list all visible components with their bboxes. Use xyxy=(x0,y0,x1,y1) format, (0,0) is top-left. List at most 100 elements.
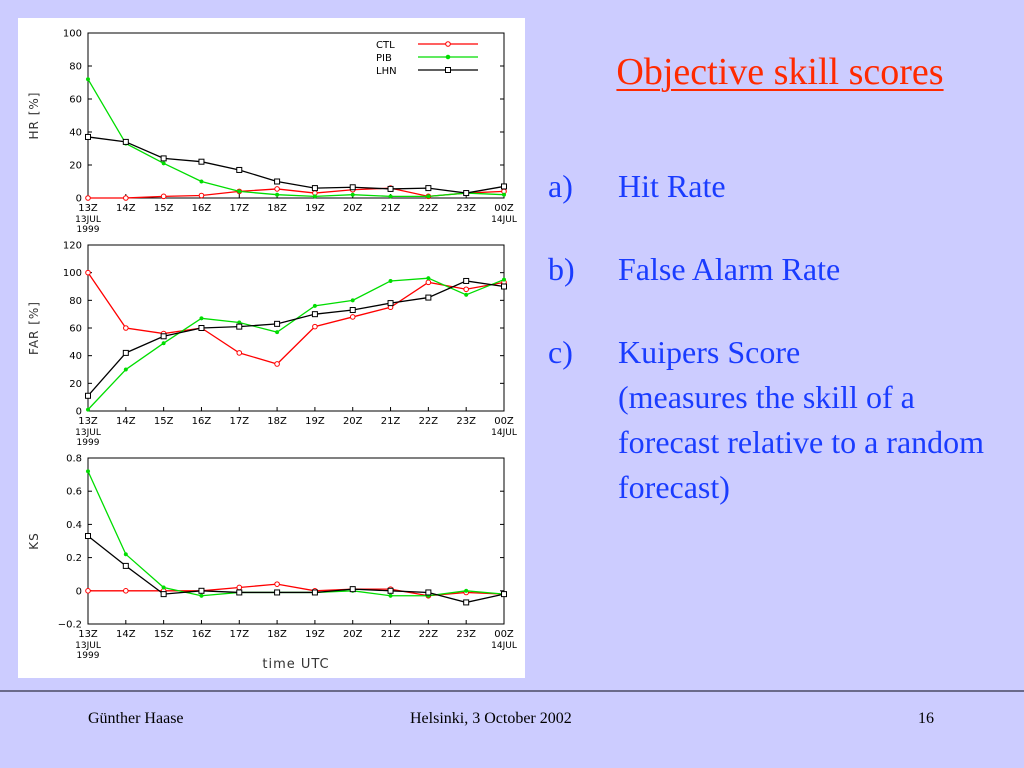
bullet-item-kuipers-score: c) Kuipers Score (measures the skill of … xyxy=(548,330,1008,510)
bullet-marker: a) xyxy=(548,168,573,204)
legend-marker xyxy=(445,67,451,73)
y-tick-label: 0.4 xyxy=(66,520,82,531)
data-point-ctl xyxy=(85,269,91,276)
data-point-lhn xyxy=(425,294,432,301)
data-point-lhn xyxy=(501,183,507,190)
x-date-label: 13JUL xyxy=(75,428,101,438)
chart-svg: 0 20 40 60 80 100 13Z 14Z 15Z 16Z 17Z 18Z 19Z 20Z 21Z 2… xyxy=(27,29,517,673)
data-point-pib xyxy=(426,276,431,281)
x-date-label: 14JUL xyxy=(491,215,517,225)
data-point-lhn xyxy=(160,591,167,598)
x-tick-label: 22Z xyxy=(419,203,439,214)
footer-divider xyxy=(0,690,1024,692)
x-tick-label: 21Z xyxy=(381,416,401,427)
bullet-text: False Alarm Rate xyxy=(618,247,1008,292)
x-tick-label: 19Z xyxy=(305,416,325,427)
y-tick-label: 0 xyxy=(76,407,82,418)
legend-label: PIB xyxy=(376,53,392,64)
data-point-ctl xyxy=(274,581,280,587)
plot-frame xyxy=(87,457,505,625)
data-point-lhn xyxy=(122,562,129,569)
x-tick-label: 18Z xyxy=(267,629,287,640)
data-point-lhn xyxy=(387,587,394,594)
data-point-ctl xyxy=(85,588,91,594)
data-point-pib xyxy=(275,330,280,335)
bullet-marker: b) xyxy=(548,251,575,287)
data-point-lhn xyxy=(311,589,318,596)
data-point-ctl xyxy=(274,186,280,192)
data-point-lhn xyxy=(425,589,432,596)
data-point-ctl xyxy=(236,350,243,356)
x-tick-label: 17Z xyxy=(229,416,249,427)
data-point-lhn xyxy=(160,155,167,162)
x-tick-label: 15Z xyxy=(154,416,174,427)
data-point-lhn xyxy=(274,320,281,327)
data-point-lhn xyxy=(274,589,281,596)
bullet-text: Kuipers Score (measures the skill of a f… xyxy=(618,330,1008,510)
x-tick-label: 15Z xyxy=(154,629,174,640)
x-tick-label: 14Z xyxy=(116,416,136,427)
data-point-lhn xyxy=(311,185,318,192)
data-point-lhn xyxy=(349,184,356,191)
x-year-label: 1999 xyxy=(77,651,100,661)
x-tick-label: 23Z xyxy=(456,629,476,640)
x-tick-label: 00Z xyxy=(494,416,514,427)
data-point-ctl xyxy=(198,192,205,199)
data-point-pib xyxy=(312,194,317,199)
y-tick-label: 60 xyxy=(69,324,82,335)
data-point-lhn xyxy=(122,138,129,145)
data-point-pib xyxy=(501,277,507,282)
footer-event: Helsinki, 3 October 2002 xyxy=(410,710,572,727)
x-tick-label: 00Z xyxy=(494,203,514,214)
legend-label: LHN xyxy=(376,66,397,77)
x-tick-label: 23Z xyxy=(456,203,476,214)
x-tick-label: 22Z xyxy=(419,416,439,427)
x-date-label: 13JUL xyxy=(75,641,101,651)
data-point-lhn xyxy=(122,349,129,356)
x-tick-label: 00Z xyxy=(494,629,514,640)
legend-marker xyxy=(445,41,451,47)
data-point-ctl xyxy=(463,286,469,293)
data-point-ctl xyxy=(274,361,280,367)
bullet-label: Kuipers Score xyxy=(618,334,801,370)
x-tick-label: 13Z xyxy=(78,416,98,427)
x-tick-label: 16Z xyxy=(192,629,212,640)
y-axis-label: FAR [%] xyxy=(27,301,41,355)
data-point-pib xyxy=(388,194,393,199)
y-tick-label: −0.2 xyxy=(58,620,82,631)
data-point-lhn xyxy=(198,158,205,165)
data-point-lhn xyxy=(236,589,243,596)
data-point-pib xyxy=(161,585,166,590)
x-axis-label: time UTC xyxy=(262,657,329,672)
y-tick-label: 80 xyxy=(69,296,82,307)
data-point-lhn xyxy=(236,323,243,330)
data-point-lhn xyxy=(349,586,356,593)
data-point-pib xyxy=(123,367,128,372)
data-point-pib xyxy=(275,192,280,197)
data-point-pib xyxy=(426,194,431,199)
bullet-label: Hit Rate xyxy=(618,168,726,204)
y-tick-label: 40 xyxy=(69,128,82,139)
legend-label: CTL xyxy=(376,40,395,51)
x-date-label: 13JUL xyxy=(75,215,101,225)
data-point-pib xyxy=(85,77,91,82)
data-point-lhn xyxy=(160,333,167,340)
y-axis-label: KS xyxy=(27,532,41,550)
bullet-text: Hit Rate xyxy=(618,164,1008,209)
y-tick-label: 40 xyxy=(69,351,82,362)
data-point-pib xyxy=(237,189,242,194)
data-point-lhn xyxy=(349,307,356,314)
x-year-label: 1999 xyxy=(77,438,100,448)
x-tick-label: 19Z xyxy=(305,203,325,214)
data-point-ctl xyxy=(312,323,318,330)
data-point-ctl xyxy=(236,584,243,591)
data-point-lhn xyxy=(463,599,470,606)
data-point-lhn xyxy=(501,591,507,598)
bullet-description: (measures the skill of a forecast relati… xyxy=(618,379,985,505)
data-point-lhn xyxy=(387,185,394,192)
data-point-ctl xyxy=(123,325,129,331)
data-point-pib xyxy=(388,278,393,284)
series-line-lhn xyxy=(87,535,505,604)
series-line-pib xyxy=(87,471,505,597)
data-point-ctl xyxy=(123,195,129,201)
